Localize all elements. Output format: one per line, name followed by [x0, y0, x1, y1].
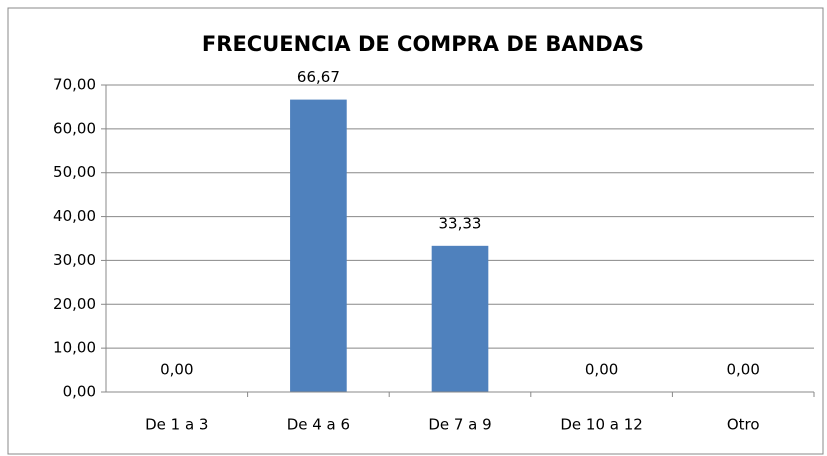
x-tick-label: De 4 a 6 — [287, 416, 350, 434]
y-tick-label: 60,00 — [53, 119, 96, 137]
data-label: 0,00 — [585, 361, 618, 379]
y-tick-label: 0,00 — [63, 383, 96, 401]
x-tick-label: De 1 a 3 — [145, 416, 208, 434]
y-tick-label: 40,00 — [53, 207, 96, 225]
x-tick-label: De 10 a 12 — [560, 416, 642, 434]
y-tick-label: 30,00 — [53, 251, 96, 269]
bar — [431, 245, 489, 392]
data-label: 33,33 — [439, 214, 482, 232]
data-label: 0,00 — [726, 361, 759, 379]
chart-title: FRECUENCIA DE COMPRA DE BANDAS — [202, 32, 644, 56]
y-tick-label: 10,00 — [53, 339, 96, 357]
y-tick-label: 20,00 — [53, 295, 96, 313]
data-label: 0,00 — [160, 361, 193, 379]
data-label: 66,67 — [297, 68, 340, 86]
chart-border — [7, 7, 824, 455]
x-tick-label: Otro — [727, 416, 760, 434]
bar — [290, 99, 347, 392]
y-tick-label: 70,00 — [53, 76, 96, 94]
y-tick-label: 50,00 — [53, 163, 96, 181]
x-tick-label: De 7 a 9 — [428, 416, 491, 434]
